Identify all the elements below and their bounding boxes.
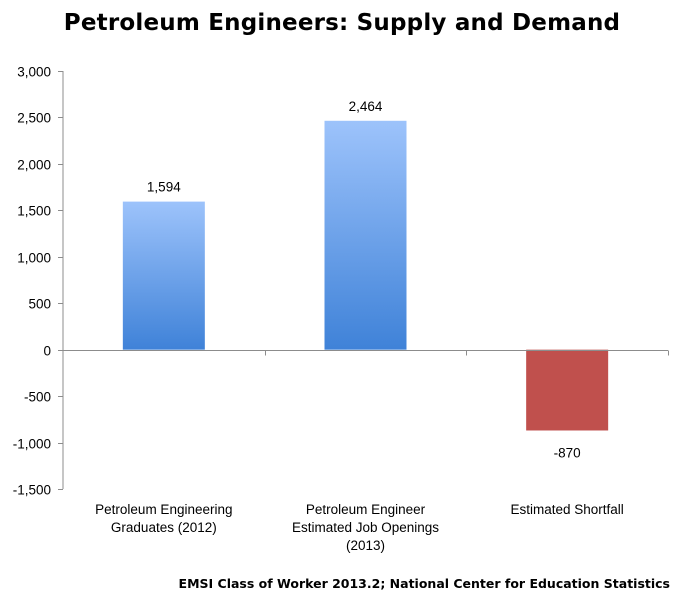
y-tick-label: -1,500	[13, 483, 51, 498]
category-label: Estimated Job Openings	[292, 520, 439, 535]
category-label: (2013)	[346, 538, 385, 553]
y-tick-label: 3,000	[17, 65, 51, 80]
bar	[324, 120, 407, 350]
category-label: Graduates (2012)	[111, 520, 217, 535]
category-label: Petroleum Engineer	[306, 502, 426, 517]
y-tick-label: -500	[24, 390, 51, 405]
y-tick-label: 2,000	[17, 158, 51, 173]
y-tick-label: 1,000	[17, 251, 51, 266]
category-label: Estimated Shortfall	[511, 502, 624, 517]
data-labels: 1,594 2,464 -870	[147, 99, 581, 461]
y-tick-label: 1,500	[17, 204, 51, 219]
x-axis-categories: Petroleum Engineering Graduates (2012) Pet…	[95, 502, 624, 553]
data-label: 2,464	[349, 99, 383, 114]
source-note: EMSI Class of Worker 2013.2; National Ce…	[178, 576, 670, 591]
bars	[122, 120, 609, 431]
chart-title: Petroleum Engineers: Supply and Demand	[63, 10, 621, 36]
data-label: 1,594	[147, 180, 181, 195]
y-tick-label: 500	[28, 297, 51, 312]
category-label: Petroleum Engineering	[95, 502, 232, 517]
y-tick-label: 2,500	[17, 111, 51, 126]
bar	[526, 349, 609, 431]
y-axis: -1,500 -1,000 -500 0 500 1,000 1,500 2,000 2,500…	[13, 65, 64, 498]
y-tick-label: 0	[43, 344, 51, 359]
y-tick-label: -1,000	[13, 437, 51, 452]
zero-line	[58, 350, 669, 356]
bar	[122, 201, 205, 350]
data-label: -870	[554, 445, 581, 460]
